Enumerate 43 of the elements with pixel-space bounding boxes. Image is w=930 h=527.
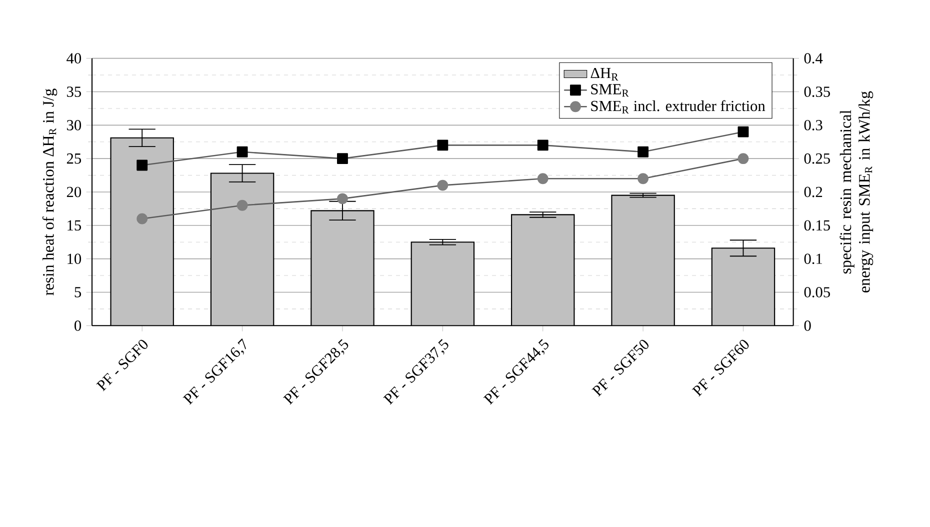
y2-tick-label: 0 — [804, 320, 811, 331]
bar — [411, 242, 474, 326]
y2-tick-label: 0.25 — [804, 153, 830, 164]
y-tick-label: 35 — [67, 86, 82, 97]
point — [638, 173, 649, 184]
point — [738, 153, 749, 164]
point — [638, 146, 649, 158]
point — [537, 173, 548, 184]
y-tick-label: 30 — [67, 120, 82, 130]
y2-tick-label: 0.4 — [804, 53, 823, 64]
point — [738, 126, 749, 138]
point — [136, 213, 148, 224]
bar — [210, 173, 274, 326]
point — [236, 200, 248, 211]
y-axis-title: resin heat of reaction ΔH$_{R}$ in J/g — [42, 88, 58, 296]
y-tick-label: 20 — [66, 186, 82, 198]
point — [537, 140, 548, 151]
bar — [711, 248, 776, 326]
y2-tick-label: 0.05 — [804, 287, 830, 298]
legend-label: ΔH$_{R}$ — [590, 68, 618, 80]
y-tick-label: 40 — [66, 53, 82, 64]
y2-tick-label: 0.35 — [804, 86, 830, 97]
point — [437, 180, 448, 191]
point — [337, 193, 348, 204]
y-tick-label: 10 — [68, 254, 82, 264]
legend-label: SME$_{R}$ incl. extruder friction — [591, 100, 766, 114]
point — [337, 153, 348, 164]
y-tick-label: 15 — [68, 220, 82, 231]
y-tick-label: 25 — [66, 153, 82, 164]
bar — [110, 138, 174, 326]
bar — [512, 214, 574, 326]
y-tick-label: 5 — [74, 287, 82, 298]
y2-tick-label: 0.15 — [804, 220, 830, 231]
y2-tick-label: 0.2 — [804, 186, 822, 198]
point — [236, 146, 248, 158]
point — [136, 160, 148, 171]
point — [437, 140, 448, 151]
bar — [612, 195, 674, 326]
bar — [311, 210, 374, 326]
legend-label: SME$_{R}$ — [591, 84, 629, 97]
y2-tick-label: 0.1 — [804, 254, 822, 264]
y-tick-label: 0 — [74, 320, 82, 331]
y2-tick-label: 0.3 — [804, 120, 822, 130]
